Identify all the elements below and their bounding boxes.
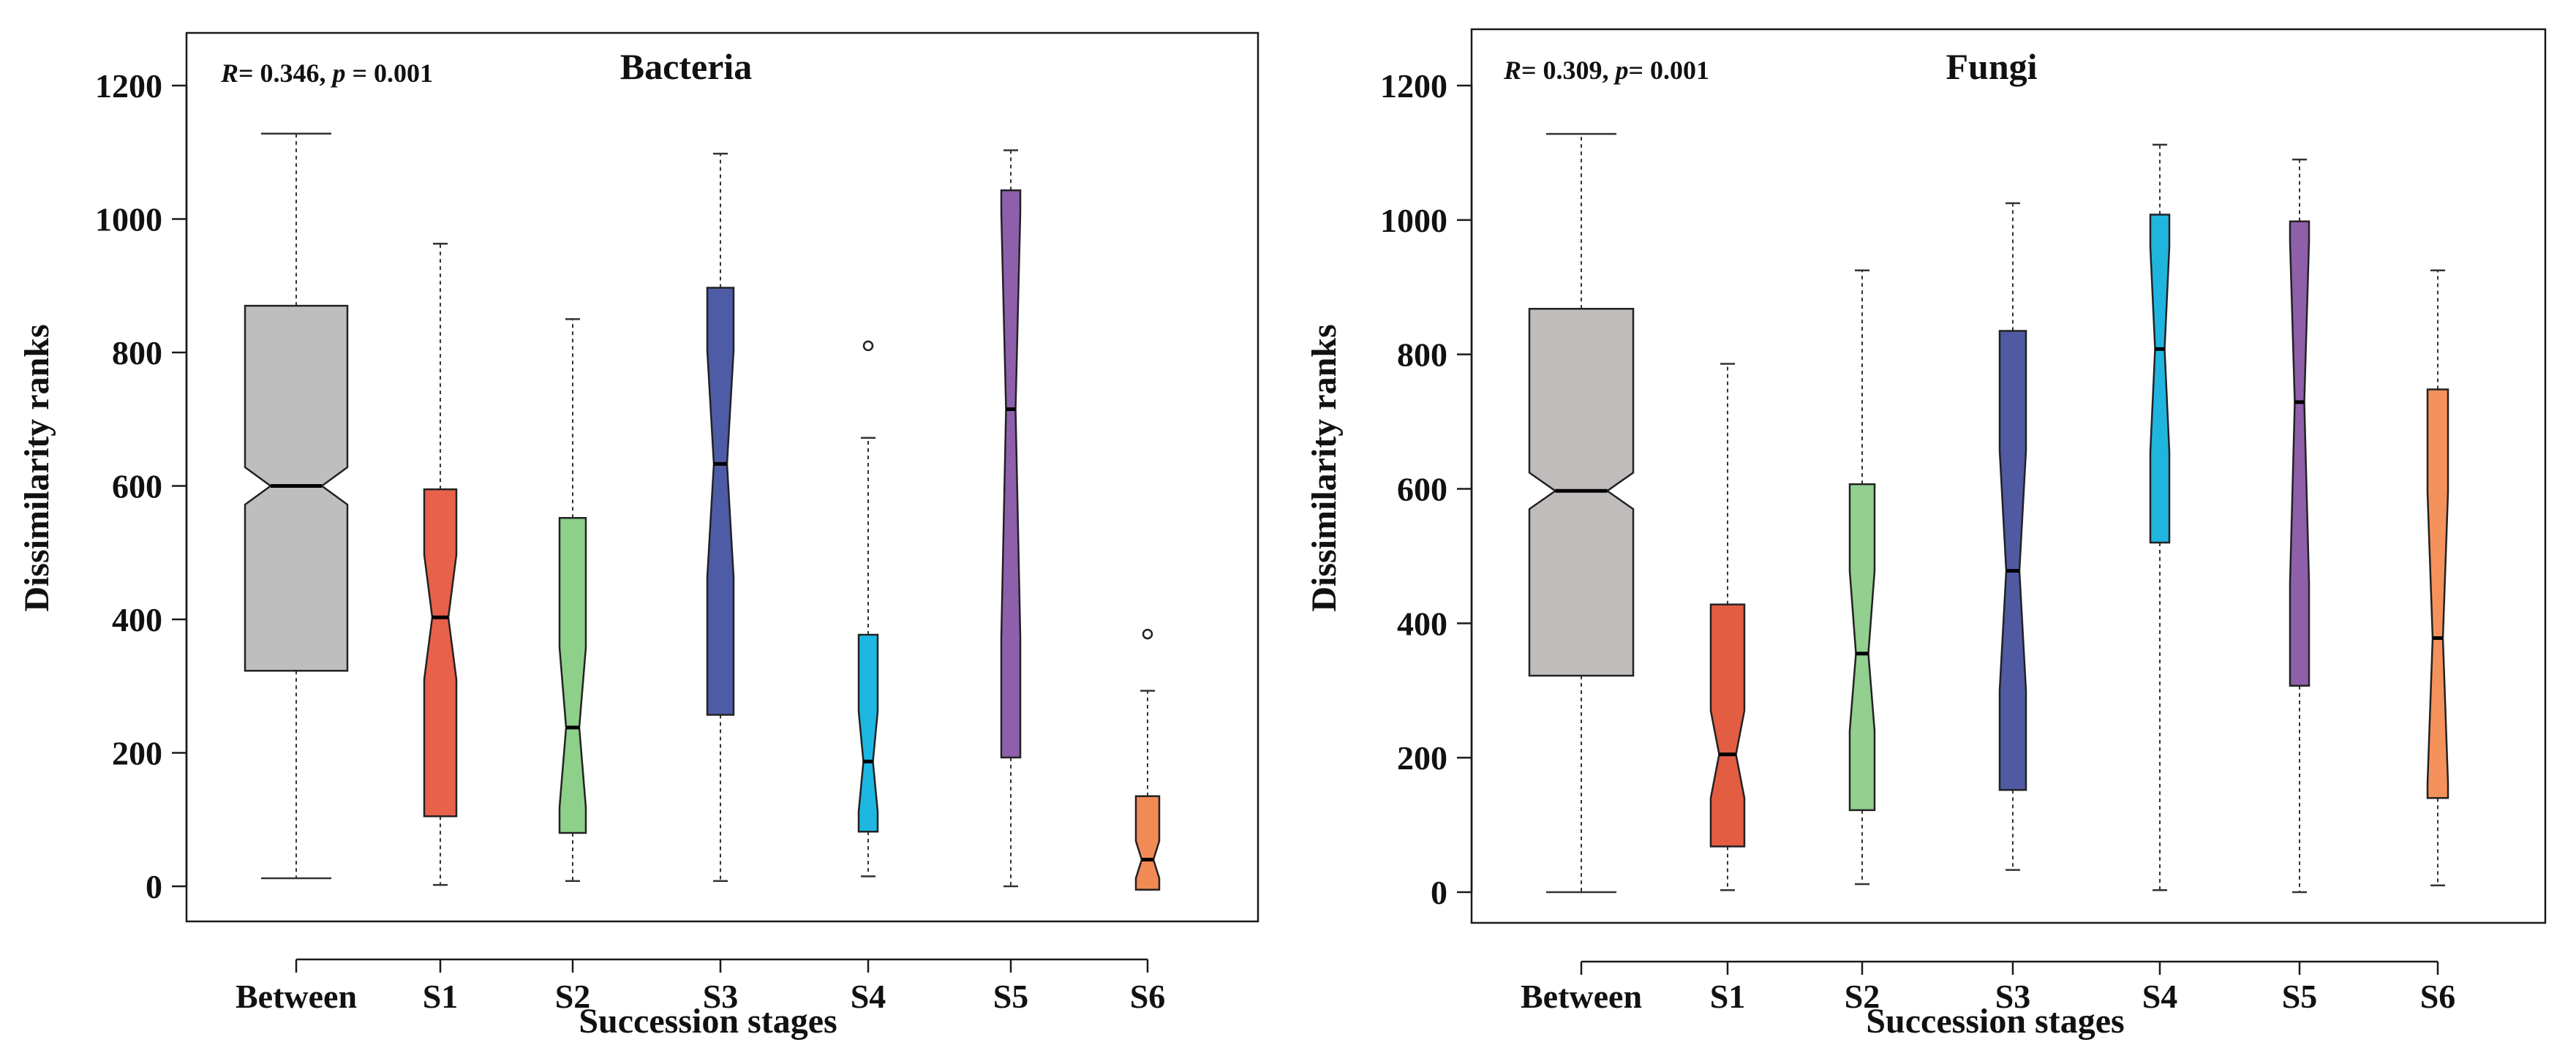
x-tick-label: S1 [1710,978,1746,1015]
y-axis-title: Dissimilarity ranks [1305,324,1344,611]
y-tick-label: 600 [112,468,162,505]
y-tick-label: 800 [112,334,162,371]
box-s3 [1998,202,2027,871]
box-body [1000,189,1022,759]
box-body [2426,388,2449,799]
box-series [244,132,1161,891]
y-tick-label: 1200 [1380,67,1447,105]
outlier-point [862,340,874,352]
outlier-point [1142,628,1153,640]
box-body [423,488,458,818]
box-s1 [1709,363,1746,891]
box-between [1528,132,1635,894]
y-tick-label: 0 [1431,874,1447,911]
box-s6 [2426,269,2449,887]
stat-annotation: R= 0.309, p= 0.001 [1503,56,1709,85]
box-body [558,517,587,834]
x-axis-title: Succession stages [1866,1002,2124,1041]
x-tick-label: S1 [423,978,459,1015]
x-tick-label: S4 [2142,978,2178,1015]
x-tick-label: S5 [2282,978,2318,1015]
stat-annotation: R= 0.346, p = 0.001 [220,59,433,88]
x-tick-label: S2 [555,978,591,1015]
box-body [2289,220,2311,687]
y-tick-label: 200 [1397,739,1447,777]
x-tick-label: S3 [703,978,739,1015]
box-body [2149,214,2171,544]
y-tick-label: 0 [146,868,162,905]
x-tick-label: S6 [2420,978,2456,1015]
y-tick-label: 400 [1397,605,1447,642]
box-body [244,304,349,672]
y-tick-label: 1000 [95,201,162,238]
panel-fungi: R= 0.309, p= 0.001 Fungi Dissimilarity r… [1305,28,2547,1041]
box-between [244,132,349,880]
panel-title: Fungi [1946,46,2037,87]
box-s4 [857,340,879,878]
box-s2 [558,318,587,882]
panel-title: Bacteria [620,46,752,87]
box-s5 [2289,158,2311,894]
box-body [706,287,735,716]
y-tick-label: 600 [1397,471,1447,508]
box-s2 [1848,269,1876,886]
box-s1 [423,243,458,886]
box-s3 [706,152,735,882]
y-tick-label: 400 [112,601,162,638]
x-tick-label: S4 [851,978,886,1015]
box-body [857,633,879,833]
box-body [1134,795,1161,891]
x-tick-label: Between [1521,978,1642,1015]
x-tick-label: S5 [993,978,1029,1015]
y-axis: 0 200 400 600 800 1000 1200 [1380,67,1473,911]
x-tick-label: Between [236,978,357,1015]
box-series [1528,132,2449,894]
y-tick-label: 1200 [95,67,162,105]
box-s5 [1000,149,1022,888]
box-s6 [1134,628,1161,891]
x-axis-title: Succession stages [579,1002,837,1041]
y-axis-title: Dissimilarity ranks [18,324,56,611]
box-s4 [2149,143,2171,891]
box-body [1709,603,1746,848]
y-tick-label: 1000 [1380,202,1447,239]
y-axis: 0 200 400 600 800 1000 1200 [95,67,188,905]
y-tick-label: 200 [112,735,162,772]
x-tick-label: S2 [1845,978,1880,1015]
x-axis: Between S1 S2 S3 S4 S5 S6 [236,958,1166,1015]
x-tick-label: S6 [1130,978,1166,1015]
y-tick-label: 800 [1397,336,1447,374]
x-axis: Between S1 S2 S3 S4 S5 S6 [1521,960,2456,1015]
box-body [1998,330,2027,791]
box-body [1848,483,1876,812]
panel-bacteria: R= 0.346, p = 0.001 Bacteria Dissimilari… [18,31,1259,1041]
x-tick-label: S3 [1995,978,2031,1015]
